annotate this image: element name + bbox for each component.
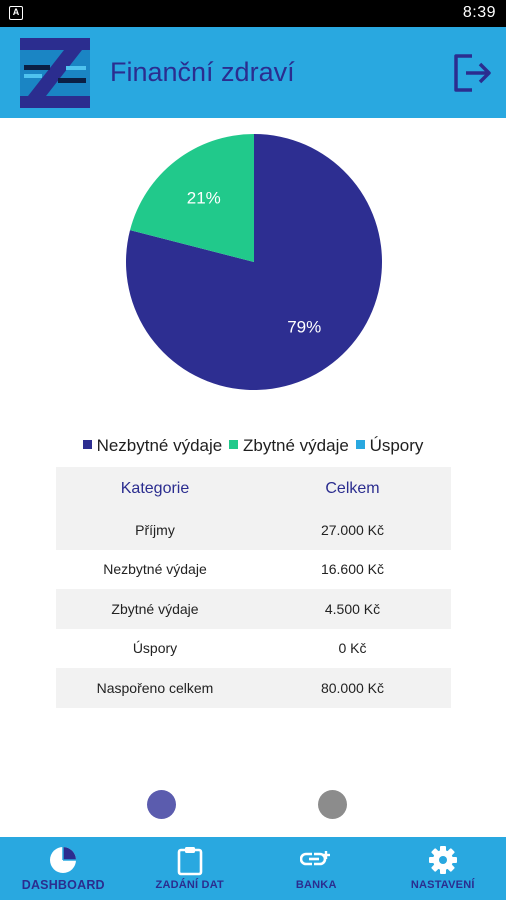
nav-item-zadani-dat[interactable]: ZADÁNÍ DAT bbox=[127, 837, 254, 900]
pie-slice-1 bbox=[130, 134, 254, 262]
legend-swatch-icon bbox=[228, 440, 238, 449]
logout-icon[interactable] bbox=[450, 51, 494, 95]
bank-link-icon bbox=[300, 851, 331, 866]
legend-item-zbytne: Zbytné výdaje bbox=[228, 436, 349, 456]
legend-item-uspory: Úspory bbox=[355, 436, 423, 456]
table-cell-category: Nezbytné výdaje bbox=[103, 561, 207, 578]
bottom-navigation: DASHBOARD ZADÁNÍ DAT BANKA bbox=[0, 837, 506, 900]
app-bar: Finanční zdraví bbox=[0, 27, 506, 118]
nav-label: NASTAVENÍ bbox=[410, 879, 475, 891]
table-cell-amount: 4.500 Kč bbox=[254, 589, 451, 629]
page-title: Finanční zdraví bbox=[110, 57, 295, 87]
legend-item-nezbytne: Nezbytné výdaje bbox=[82, 436, 222, 456]
nav-item-nastaveni[interactable]: NASTAVENÍ bbox=[380, 837, 506, 900]
table-row: Příjmy 27.000 Kč bbox=[56, 510, 451, 550]
nav-label: ZADÁNÍ DAT bbox=[155, 879, 224, 891]
nav-label: DASHBOARD bbox=[21, 878, 105, 892]
table-row: Nezbytné výdaje 16.600 Kč bbox=[56, 550, 451, 590]
table-cell-amount: 16.600 Kč bbox=[320, 561, 385, 578]
chart-legend: Nezbytné výdaje Zbytné výdaje Úspory bbox=[0, 436, 506, 456]
pie-slice-label: 79% bbox=[287, 318, 321, 337]
table-row: Zbytné výdaje 4.500 Kč bbox=[56, 589, 451, 629]
pie-slice-label: 21% bbox=[187, 188, 221, 207]
status-bar: A 8:39 bbox=[0, 0, 506, 27]
pie-chart-icon bbox=[50, 847, 77, 873]
table-header-row: Kategorie Celkem bbox=[56, 467, 451, 510]
status-time: 8:39 bbox=[462, 4, 496, 21]
page-indicator-dot-1[interactable] bbox=[147, 790, 176, 819]
legend-swatch-icon bbox=[355, 440, 365, 449]
column-header-kategorie: Kategorie bbox=[56, 467, 254, 510]
table-cell-amount: 80.000 Kč bbox=[254, 668, 451, 708]
nav-item-dashboard[interactable]: DASHBOARD bbox=[0, 837, 127, 900]
nav-label: BANKA bbox=[295, 879, 337, 891]
table-cell-amount: 27.000 Kč bbox=[254, 510, 451, 550]
pie-chart: 79% 21% bbox=[125, 134, 383, 390]
notification-icon: A bbox=[9, 6, 23, 20]
table-row: Naspořeno celkem 80.000 Kč bbox=[56, 668, 451, 708]
legend-swatch-icon bbox=[82, 440, 92, 449]
table-cell-category: Úspory bbox=[132, 640, 178, 657]
column-header-celkem: Celkem bbox=[254, 467, 451, 510]
table-row: Úspory 0 Kč bbox=[56, 629, 451, 669]
z-logo-icon bbox=[20, 38, 90, 108]
table-cell-category: Naspořeno celkem bbox=[56, 668, 254, 708]
table-cell-category: Zbytné výdaje bbox=[56, 589, 254, 629]
nav-item-banka[interactable]: BANKA bbox=[253, 837, 380, 900]
page-indicator-dot-2[interactable] bbox=[318, 790, 347, 819]
clipboard-icon bbox=[177, 847, 203, 876]
summary-table: Kategorie Celkem Příjmy 27.000 Kč Nezbyt… bbox=[56, 467, 451, 708]
table-cell-amount: 0 Kč bbox=[338, 640, 367, 657]
table-cell-category: Příjmy bbox=[56, 510, 254, 550]
gear-icon bbox=[428, 846, 457, 874]
